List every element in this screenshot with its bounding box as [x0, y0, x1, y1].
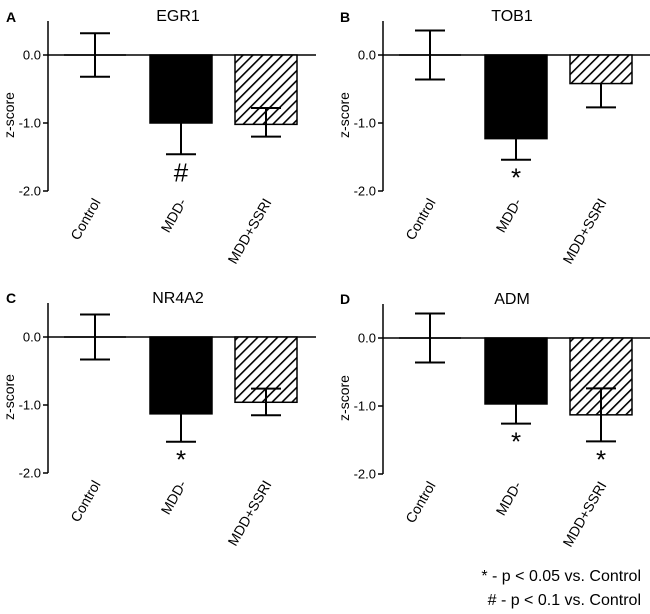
legend-star: * - p < 0.05 vs. Control [481, 568, 641, 585]
category-label: MDD- [157, 477, 189, 517]
significance-mark: * [511, 163, 521, 193]
category-label: Control [402, 196, 438, 243]
y-tick-label: -2.0 [19, 184, 41, 199]
panel-title: TOB1 [491, 8, 533, 25]
bar-1 [484, 54, 548, 140]
panel-c: C NR4A2 0.0 -1.0 -2.0 z-score Control *MDD- MDD+… [1, 290, 316, 548]
bar-1 [149, 54, 213, 124]
y-tick-label: -1.0 [19, 398, 41, 413]
legend-hash: # - p < 0.1 vs. Control [488, 592, 641, 609]
y-tick-label: -1.0 [354, 399, 376, 414]
category-label: MDD+SSRI [224, 196, 274, 267]
panel-letter: B [340, 9, 350, 25]
panel-b: B TOB1 0.0 -1.0 -2.0 z-score Control *MDD- MDD+S… [336, 8, 650, 266]
category-label: MDD+SSRI [224, 478, 274, 549]
panel-a: A EGR1 0.0 -1.0 -2.0 z-score Control # MDD- MDD+S… [1, 8, 316, 266]
bar-2 [569, 54, 633, 85]
bar-1 [149, 336, 213, 415]
y-axis-label: z-score [1, 92, 17, 138]
significance-mark: * [596, 444, 606, 474]
category-label: MDD+SSRI [559, 196, 609, 267]
y-axis-label: z-score [336, 92, 352, 138]
category-label: Control [67, 478, 103, 525]
y-tick-label: 0.0 [358, 48, 376, 63]
panel-letter: C [6, 290, 16, 306]
panel-title: ADM [494, 291, 530, 308]
panel-d: D ADM 0.0 -1.0 -2.0 z-score Control * MDD- * MDD+S… [336, 291, 650, 549]
panel-title: NR4A2 [152, 290, 204, 307]
significance-mark: * [511, 427, 521, 457]
y-tick-label: 0.0 [358, 331, 376, 346]
category-label: MDD- [157, 195, 189, 235]
category-label: Control [67, 196, 103, 243]
bar-1 [484, 337, 548, 405]
y-tick-label: 0.0 [23, 48, 41, 63]
category-label: Control [402, 479, 438, 526]
panel-letter: A [6, 9, 16, 25]
significance-legend: * - p < 0.05 vs. Control # - p < 0.1 vs.… [481, 568, 641, 609]
y-tick-label: -2.0 [19, 466, 41, 481]
panel-letter: D [340, 291, 350, 307]
y-axis-label: z-score [336, 375, 352, 421]
significance-mark: # [174, 157, 189, 187]
panel-title: EGR1 [156, 8, 200, 25]
y-axis-label: z-score [1, 374, 17, 420]
y-tick-label: -1.0 [19, 116, 41, 131]
category-label: MDD+SSRI [559, 479, 609, 550]
significance-mark: * [176, 445, 186, 475]
category-label: MDD- [492, 478, 524, 518]
category-label: MDD- [492, 195, 524, 235]
y-tick-label: 0.0 [23, 330, 41, 345]
y-tick-label: -2.0 [354, 467, 376, 482]
y-tick-label: -1.0 [354, 116, 376, 131]
y-tick-label: -2.0 [354, 184, 376, 199]
